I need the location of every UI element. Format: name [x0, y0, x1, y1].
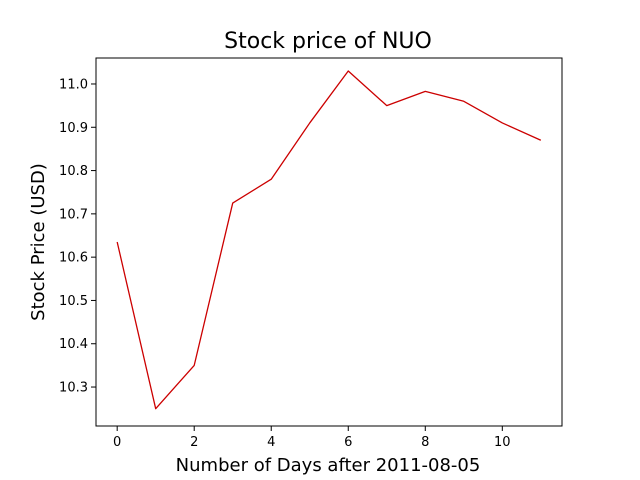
y-tick-label: 10.3 — [59, 381, 88, 396]
series-line — [116, 70, 542, 410]
y-tick-label: 10.4 — [59, 337, 88, 352]
y-tick-label: 11.0 — [59, 77, 88, 92]
x-tick-label: 0 — [113, 435, 121, 450]
x-tick-label: 6 — [344, 435, 352, 450]
y-tick-label: 10.7 — [59, 207, 88, 222]
x-tick-label: 2 — [190, 435, 198, 450]
x-tick-label: 8 — [421, 435, 429, 450]
chart-title: Stock price of NUO — [224, 29, 432, 54]
y-tick-label: 10.6 — [59, 251, 88, 266]
x-tick-label: 4 — [267, 435, 275, 450]
axes-frame — [95, 57, 563, 427]
y-axis-label: Stock Price (USD) — [28, 163, 49, 321]
plot-area: 0 2 4 6 8 10 10.3 10.4 10.5 10.6 10.7 10.8 10.9 11.0 — [59, 57, 563, 450]
y-tick-label: 10.9 — [59, 121, 88, 136]
y-tick-label: 10.5 — [59, 294, 88, 309]
x-axis-label: Number of Days after 2011-08-05 — [176, 455, 481, 476]
x-tick-label: 10 — [494, 435, 511, 450]
y-tick-label: 10.8 — [59, 164, 88, 179]
